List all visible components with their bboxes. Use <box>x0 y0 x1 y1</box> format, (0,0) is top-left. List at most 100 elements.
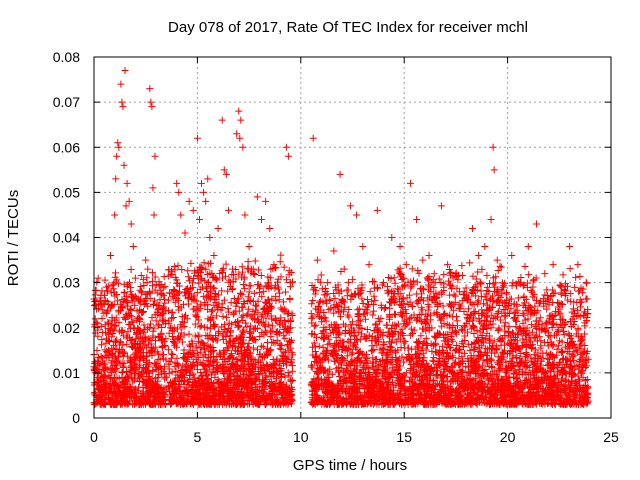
data-point <box>283 342 291 350</box>
data-point <box>477 287 485 295</box>
data-point <box>347 358 355 366</box>
data-point <box>148 277 156 285</box>
data-point <box>128 343 136 351</box>
data-point <box>239 356 247 364</box>
data-point <box>222 400 230 408</box>
data-point <box>237 332 245 340</box>
data-point <box>173 276 181 284</box>
data-point <box>569 305 577 313</box>
data-point <box>139 383 147 391</box>
data-point <box>572 273 580 281</box>
data-point <box>119 341 127 349</box>
data-point <box>100 359 108 367</box>
data-point <box>118 303 126 311</box>
data-point <box>207 378 215 386</box>
data-point <box>155 383 163 391</box>
data-point <box>206 325 214 333</box>
data-point <box>342 396 350 404</box>
data-point <box>238 313 246 321</box>
data-point <box>284 353 292 361</box>
data-point <box>175 306 183 314</box>
data-point <box>311 348 319 356</box>
data-point <box>193 389 201 397</box>
data-point <box>388 336 396 344</box>
data-point <box>255 317 263 325</box>
data-point <box>272 292 280 300</box>
data-point <box>137 271 145 279</box>
data-point <box>353 387 361 395</box>
data-point <box>103 287 111 295</box>
data-point <box>234 323 242 331</box>
data-point <box>315 395 323 403</box>
data-point <box>101 351 109 359</box>
data-point <box>125 391 133 399</box>
data-point <box>263 391 271 399</box>
data-point <box>213 312 221 320</box>
data-point <box>165 329 173 337</box>
data-point <box>273 336 281 344</box>
data-point <box>277 378 285 386</box>
data-point <box>355 311 363 319</box>
data-point <box>185 330 193 338</box>
data-point <box>184 388 192 396</box>
data-point <box>334 302 342 310</box>
data-point <box>288 377 296 385</box>
data-point <box>168 308 176 316</box>
data-point <box>189 305 197 313</box>
data-point <box>398 325 406 333</box>
data-point <box>194 377 202 385</box>
data-point <box>240 280 248 288</box>
data-point <box>195 279 203 287</box>
data-point <box>171 266 179 274</box>
data-point <box>223 314 231 322</box>
data-point <box>309 400 317 408</box>
data-point <box>348 350 356 358</box>
data-point <box>105 319 113 327</box>
data-point <box>170 339 178 347</box>
data-point <box>142 365 150 373</box>
data-point <box>266 347 274 355</box>
data-point <box>174 303 182 311</box>
data-point <box>233 299 241 307</box>
data-point <box>272 317 280 325</box>
data-point <box>271 284 279 292</box>
data-point <box>243 323 251 331</box>
data-point <box>120 289 128 297</box>
data-point <box>180 349 188 357</box>
data-point <box>201 323 209 331</box>
data-point <box>186 367 193 375</box>
data-point <box>311 284 319 292</box>
data-point <box>378 349 386 357</box>
data-point <box>331 350 339 358</box>
data-point <box>229 285 237 293</box>
data-point <box>286 296 294 304</box>
data-point <box>108 333 116 341</box>
data-point <box>454 276 462 284</box>
data-point <box>94 353 102 361</box>
data-point <box>110 341 118 349</box>
data-point <box>108 301 116 309</box>
data-point <box>356 289 364 297</box>
data-point <box>374 284 382 292</box>
data-point <box>321 376 329 384</box>
data-point <box>360 351 368 359</box>
data-point <box>388 364 396 372</box>
data-point <box>309 343 317 351</box>
data-point <box>165 319 173 327</box>
data-points <box>90 67 592 408</box>
data-point <box>364 400 372 408</box>
data-point <box>371 378 379 386</box>
data-point <box>337 313 345 321</box>
data-point <box>188 337 196 345</box>
data-point <box>175 394 183 402</box>
data-point <box>372 321 380 329</box>
data-point <box>210 386 218 394</box>
data-point <box>218 287 226 295</box>
data-point <box>224 388 232 396</box>
data-point <box>159 389 167 397</box>
data-point <box>151 375 159 383</box>
data-point <box>212 336 220 344</box>
data-point <box>197 322 205 330</box>
data-point <box>358 393 366 401</box>
data-point <box>345 328 353 336</box>
